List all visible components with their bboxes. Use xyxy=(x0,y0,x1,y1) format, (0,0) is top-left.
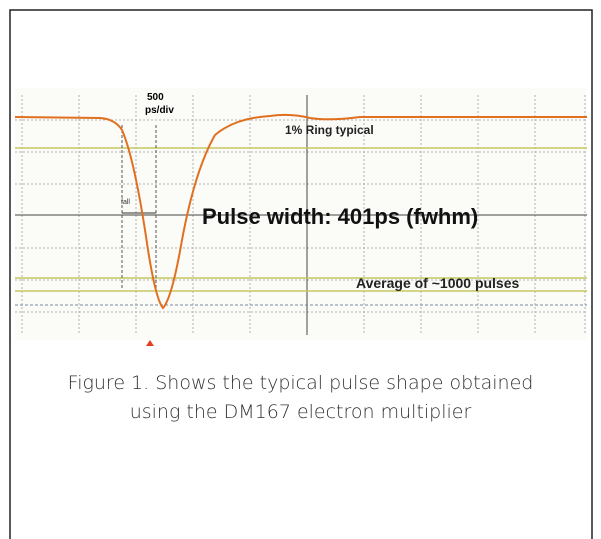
caption-line: using the DM167 electron multiplier xyxy=(0,401,601,423)
caption-line: Figure 1. Shows the typical pulse shape … xyxy=(0,372,601,394)
pulse-width: Pulse width: 401ps (fwhm) xyxy=(202,204,478,229)
timebase-unit: ps/div xyxy=(145,105,174,116)
trigger-marker xyxy=(146,340,154,346)
ring-note: 1% Ring typical xyxy=(285,123,374,137)
fall-marker: fall xyxy=(121,199,130,206)
figure: 500 ps/div 1% Ring typical fall Pulse wi… xyxy=(0,0,601,539)
timebase-value: 500 xyxy=(147,92,164,103)
scope-screen: 500 ps/div 1% Ring typical fall Pulse wi… xyxy=(15,88,587,346)
averaging: Average of ~1000 pulses xyxy=(356,275,520,291)
page: 500 ps/div 1% Ring typical fall Pulse wi… xyxy=(0,0,601,539)
